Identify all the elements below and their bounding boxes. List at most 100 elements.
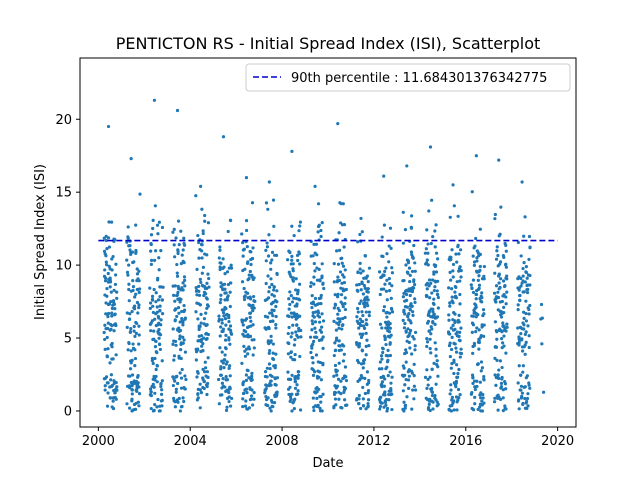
scatter-point	[383, 390, 387, 394]
scatter-point	[275, 300, 279, 304]
scatter-point	[504, 243, 508, 247]
scatter-point	[387, 288, 392, 293]
scatter-point	[311, 322, 315, 326]
scatter-point	[402, 400, 406, 404]
scatter-point	[362, 326, 367, 330]
scatter-point	[270, 293, 274, 297]
scatter-point	[386, 358, 390, 362]
scatter-point	[109, 290, 113, 294]
scatter-point	[104, 301, 108, 305]
scatter-point	[312, 339, 316, 344]
scatter-point	[227, 319, 231, 324]
scatter-point	[382, 384, 387, 388]
scatter-point	[223, 287, 227, 291]
scatter-point	[433, 285, 437, 289]
scatter-point	[148, 306, 152, 310]
scatter-point	[179, 348, 183, 352]
scatter-point	[136, 311, 140, 315]
scatter-point	[482, 264, 486, 269]
scatter-point	[336, 377, 341, 381]
scatter-point	[382, 287, 386, 291]
scatter-point	[158, 309, 162, 313]
scatter-point	[267, 362, 272, 366]
scatter-point	[179, 376, 184, 380]
scatter-point	[407, 333, 411, 338]
scatter-point	[413, 283, 417, 287]
scatter-point	[432, 272, 436, 276]
scatter-point	[480, 409, 485, 413]
scatter-point	[383, 377, 387, 381]
scatter-point	[272, 294, 276, 298]
scatter-point	[220, 350, 224, 354]
scatter-point	[133, 295, 137, 299]
scatter-point	[478, 268, 482, 272]
scatter-point	[522, 310, 526, 314]
scatter-point	[427, 209, 431, 213]
scatter-point	[134, 223, 138, 227]
scatter-point	[334, 348, 338, 352]
scatter-point	[476, 362, 480, 366]
scatter-point	[412, 397, 416, 401]
scatter-point	[292, 296, 296, 300]
scatter-point	[152, 385, 156, 389]
scatter-point	[128, 330, 133, 334]
scatter-point	[366, 398, 371, 402]
scatter-point	[312, 275, 316, 279]
scatter-point	[115, 385, 119, 389]
scatter-point	[527, 381, 531, 385]
scatter-point	[357, 393, 361, 398]
scatter-point	[459, 269, 463, 273]
scatter-point	[177, 354, 181, 358]
scatter-point	[319, 302, 323, 306]
scatter-point	[499, 315, 504, 319]
scatter-point	[245, 245, 249, 249]
scatter-point	[516, 303, 520, 307]
scatter-point	[410, 290, 414, 294]
scatter-point	[340, 406, 344, 410]
scatter-point	[172, 354, 177, 358]
scatter-point	[196, 233, 200, 238]
scatter-point	[266, 254, 271, 258]
scatter-point	[344, 287, 348, 292]
scatter-point	[157, 336, 161, 340]
scatter-point	[242, 380, 246, 384]
scatter-point	[175, 262, 179, 267]
scatter-point	[355, 315, 359, 319]
scatter-point	[383, 269, 387, 274]
scatter-point	[220, 381, 224, 385]
scatter-point	[105, 263, 109, 267]
scatter-point	[496, 295, 501, 300]
scatter-point	[319, 378, 323, 382]
scatter-point	[523, 332, 527, 337]
scatter-point	[319, 400, 323, 404]
scatter-point	[176, 400, 180, 404]
scatter-point	[315, 253, 319, 257]
scatter-point	[497, 281, 501, 285]
scatter-point	[453, 312, 457, 316]
scatter-point	[479, 369, 483, 373]
scatter-point	[244, 330, 248, 334]
scatter-point	[105, 404, 110, 408]
scatter-point	[480, 291, 484, 295]
scatter-point	[523, 343, 527, 347]
scatter-point	[152, 329, 156, 333]
scatter-point	[390, 375, 394, 379]
scatter-point	[160, 298, 165, 302]
scatter-point	[341, 316, 345, 321]
scatter-point	[291, 276, 295, 280]
scatter-point	[291, 323, 295, 327]
y-tick-label: 15	[55, 186, 72, 201]
scatter-point	[407, 368, 411, 372]
scatter-point	[219, 281, 223, 285]
scatter-point	[104, 254, 108, 258]
scatter-point	[361, 332, 365, 336]
scatter-point	[113, 390, 117, 395]
scatter-point	[459, 275, 463, 279]
scatter-point	[427, 312, 431, 316]
scatter-point	[194, 194, 198, 198]
scatter-point	[364, 331, 368, 335]
scatter-point	[475, 259, 479, 263]
scatter-point	[521, 364, 525, 368]
scatter-point	[455, 363, 459, 367]
scatter-point	[528, 386, 532, 390]
